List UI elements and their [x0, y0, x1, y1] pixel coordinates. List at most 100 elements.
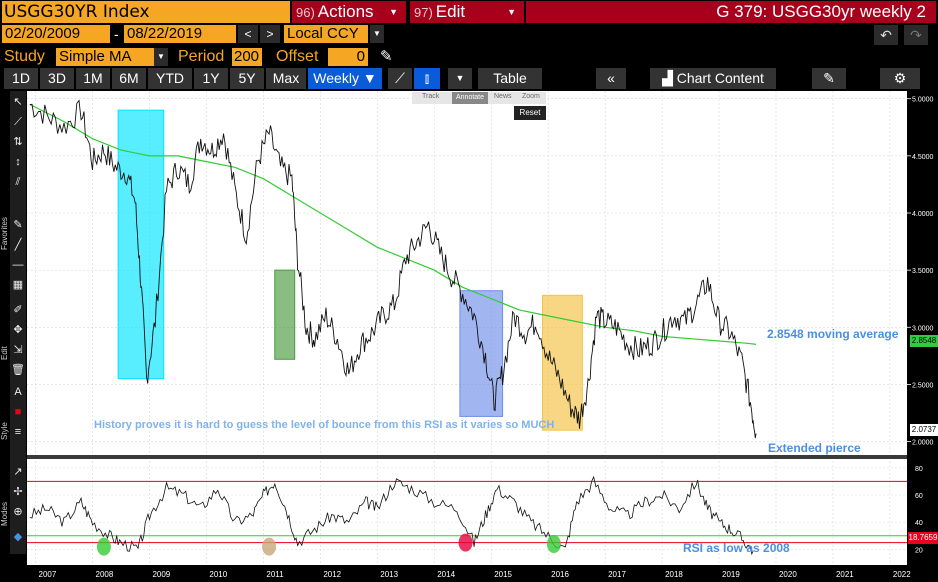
x-tick-label: 2021	[836, 570, 854, 579]
currency-select[interactable]: Local CCY	[284, 25, 368, 43]
frequency-label: Weekly	[313, 70, 359, 86]
period-field[interactable]: 200	[232, 48, 262, 66]
cursor-icon[interactable]: ↖	[13, 96, 23, 108]
crosshair-icon[interactable]: ✢	[13, 486, 23, 498]
highlight-box	[541, 294, 583, 431]
gear-icon[interactable]: ⚙	[880, 68, 920, 89]
annotate-tool[interactable]: Annotate	[452, 92, 488, 104]
chevron-down-icon: ▼	[362, 70, 377, 86]
actions-menu-button[interactable]: 96) Actions ▼	[292, 1, 406, 23]
rsi-tick-label: 60	[915, 493, 923, 500]
frequency-select[interactable]: Weekly ▼	[308, 68, 382, 89]
x-tick-label: 2007	[39, 570, 57, 579]
resize-icon[interactable]: ⇲	[13, 344, 23, 356]
highlight-box	[117, 109, 165, 380]
start-date-field[interactable]: 02/20/2009	[2, 25, 110, 43]
y-tick-label: 3.5000	[912, 268, 934, 275]
line-style-icon[interactable]: ≡	[14, 426, 22, 438]
x-tick-label: 2015	[494, 570, 512, 579]
tab-6m[interactable]: 6M	[112, 68, 146, 89]
fibonacci-icon[interactable]: ↕	[15, 156, 21, 168]
chevron-down-icon: ▼	[507, 7, 516, 17]
draw-line-icon[interactable]: ⟋	[14, 116, 22, 128]
end-date-field[interactable]: 08/22/2019	[124, 25, 236, 43]
news-tool[interactable]: News	[494, 93, 512, 100]
chart-content-button[interactable]: ▟ Chart Content	[650, 68, 776, 89]
top-bar: USGG30YR Index 96) Actions ▼ 97) Edit ▼ G …	[0, 0, 938, 24]
color-icon[interactable]: ■	[14, 406, 22, 418]
y-tick-label: 5.0000	[912, 97, 934, 104]
edit-menu-button[interactable]: 97) Edit ▼	[410, 1, 524, 23]
edit-chart-icon[interactable]: ✎	[812, 68, 846, 89]
ticker-field[interactable]: USGG30YR Index	[2, 1, 290, 23]
tab-max[interactable]: Max	[266, 68, 306, 89]
move-icon[interactable]: ✥	[13, 324, 23, 336]
rsi-tick-label: 20	[915, 547, 923, 554]
channel-icon[interactable]: ⫽	[15, 176, 21, 188]
next-period-button[interactable]: >	[260, 25, 280, 43]
trash-icon[interactable]: 🗑	[11, 364, 25, 376]
ma-annotation: 2.8548 moving average	[767, 327, 899, 341]
fork-icon[interactable]: ⇅	[13, 136, 23, 148]
tab-1d[interactable]: 1D	[4, 68, 38, 89]
pen-tool-icon[interactable]: ✐	[13, 304, 23, 316]
tab-3d[interactable]: 3D	[40, 68, 74, 89]
brush-icon[interactable]: ╱	[14, 239, 22, 251]
offset-field[interactable]: 0	[328, 48, 368, 66]
price-line	[29, 99, 757, 439]
line-chart-icon[interactable]: ⟋	[388, 68, 412, 89]
chart-content-label: Chart Content	[676, 70, 764, 86]
x-tick-label: 2019	[722, 570, 740, 579]
chevron-down-icon[interactable]: ▼	[154, 48, 168, 66]
actions-number: 96)	[296, 5, 315, 20]
undo-icon[interactable]: ↶	[874, 25, 898, 45]
x-tick-label: 2020	[779, 570, 797, 579]
mode-arrow-icon[interactable]: ↗	[13, 466, 23, 478]
date-range-bar: 02/20/2009 - 08/22/2019 < > Local CCY ▼ …	[0, 25, 938, 45]
x-tick-label: 2017	[608, 570, 626, 579]
x-axis-area	[27, 565, 938, 582]
x-tick-label: 2010	[209, 570, 227, 579]
tab-1y[interactable]: 1Y	[194, 68, 228, 89]
rsi-highlight-circle	[96, 537, 111, 556]
y-axis-area	[907, 91, 938, 565]
offset-label: Offset	[276, 48, 319, 65]
horizontal-line-icon[interactable]: —	[12, 259, 24, 271]
study-select[interactable]: Simple MA	[56, 48, 154, 66]
x-tick-label: 2013	[380, 570, 398, 579]
zoom-tool[interactable]: Zoom	[522, 93, 540, 100]
ruler-icon[interactable]: ▦	[12, 279, 24, 291]
pane-divider[interactable]	[27, 455, 907, 459]
y-tick-label: 4.0000	[912, 211, 934, 218]
palette-icon[interactable]: ◆	[13, 531, 23, 543]
tab-5y[interactable]: 5Y	[230, 68, 264, 89]
table-button[interactable]: Table	[478, 68, 542, 89]
tab-ytd[interactable]: YTD	[148, 68, 192, 89]
reset-button[interactable]: Reset	[514, 106, 546, 120]
y-tick-label: 2.0000	[912, 440, 934, 447]
redo-icon[interactable]: ↷	[904, 25, 928, 45]
track-tool[interactable]: Track	[422, 93, 440, 100]
chevron-down-icon[interactable]: ▼	[448, 68, 472, 89]
previous-period-button[interactable]: <	[238, 25, 258, 43]
pencil-icon[interactable]: ✎	[13, 219, 23, 231]
ma-price-tag: 2.8548	[910, 335, 938, 347]
chevron-down-icon[interactable]: ▼	[370, 25, 384, 43]
pen-icon[interactable]: ✎	[380, 48, 393, 65]
moving-average-line	[29, 103, 757, 345]
collapse-icon[interactable]: «	[596, 68, 626, 89]
text-icon[interactable]: A	[14, 386, 22, 398]
pierce-annotation: Extended pierce	[768, 441, 861, 455]
tab-1m[interactable]: 1M	[76, 68, 110, 89]
bar-chart-icon[interactable]: ⫾	[414, 68, 440, 89]
zoom-mode-icon[interactable]: ⊕	[13, 506, 23, 518]
chevron-down-icon: ▼	[389, 7, 398, 17]
chart-overlay-toolbar: Track Annotate News Zoom	[412, 92, 546, 104]
x-tick-label: 2018	[665, 570, 683, 579]
timeframe-tabs: 1D 3D 1M 6M YTD 1Y 5Y Max Weekly ▼ ⟋ ⫾ ▼…	[0, 68, 938, 90]
rsi-tick-label: 80	[915, 466, 923, 473]
x-tick-label: 2022	[893, 570, 911, 579]
rsi-highlight-circle	[458, 533, 473, 552]
edit-number: 97)	[414, 5, 433, 20]
